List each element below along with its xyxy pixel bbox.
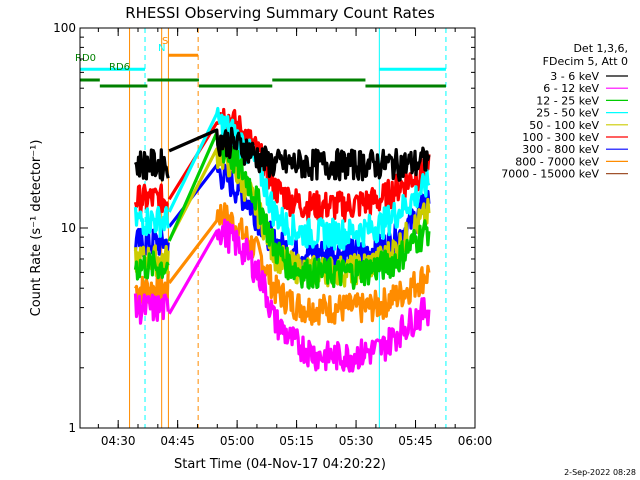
series-line-6-12-kev-1 (167, 218, 431, 373)
series-line-3-6-kev-0 (134, 148, 170, 182)
legend-label: 6 - 12 keV (543, 82, 599, 95)
series-line-6-12-kev-0 (133, 293, 170, 325)
series-line-800-7000-kev-1 (167, 202, 431, 326)
legend-label: 300 - 800 keV (522, 143, 599, 156)
axes: 1 10 100 04:30 04:45 05:00 05:15 05:30 05:45 06:0… (53, 21, 492, 448)
legend-label: 3 - 6 keV (550, 70, 599, 83)
chart-title: RHESSI Observing Summary Count Rates (125, 4, 435, 22)
legend-label: 25 - 50 keV (536, 107, 599, 120)
plot-area: RD0 RD6 SN (75, 28, 447, 428)
flag-label-rd6: RD6 (109, 62, 130, 73)
legend-label: 7000 - 15000 keV (501, 168, 599, 181)
y-tick-label: 10 (61, 221, 76, 235)
series-line-100-300-kev-0 (133, 183, 169, 217)
x-tick-label: 05:00 (220, 434, 255, 448)
legend-header-detectors: Det 1,3,6, (573, 42, 628, 55)
x-tick-label: 05:45 (398, 434, 433, 448)
flag-label-rd0: RD0 (75, 53, 96, 64)
legend-label: 12 - 25 keV (536, 94, 599, 107)
y-axis-label: Count Rate (s⁻¹ detector⁻¹) (29, 140, 44, 317)
y-tick-label: 1 (68, 421, 76, 435)
series-line-12-25-kev-1 (167, 131, 431, 290)
series-line-3-6-kev-1 (168, 126, 431, 182)
legend-header-decimation: FDecim 5, Att 0 (542, 55, 628, 68)
x-tick-label: 05:30 (339, 434, 374, 448)
legend-label: 800 - 7000 keV (515, 155, 599, 168)
flag-label-s: S (162, 36, 168, 47)
x-tick-label: 04:30 (101, 434, 136, 448)
series-line-300-800-kev-0 (133, 227, 170, 258)
y-tick-label: 100 (53, 21, 76, 35)
date-stamp: 2-Sep-2022 08:28 (564, 468, 636, 477)
x-tick-label: 06:00 (458, 434, 493, 448)
x-tick-label: 05:15 (279, 434, 314, 448)
flag-label-n: N (158, 43, 165, 54)
series-line-12-25-kev-0 (133, 250, 170, 281)
series-line-800-7000-kev-0 (134, 271, 170, 305)
x-axis-label: Start Time (04-Nov-17 04:20:22) (174, 457, 386, 472)
series-line-25-50-kev-0 (133, 205, 170, 238)
legend-label: 50 - 100 keV (529, 119, 599, 132)
x-tick-label: 04:45 (160, 434, 195, 448)
legend-label: 100 - 300 keV (522, 131, 599, 144)
